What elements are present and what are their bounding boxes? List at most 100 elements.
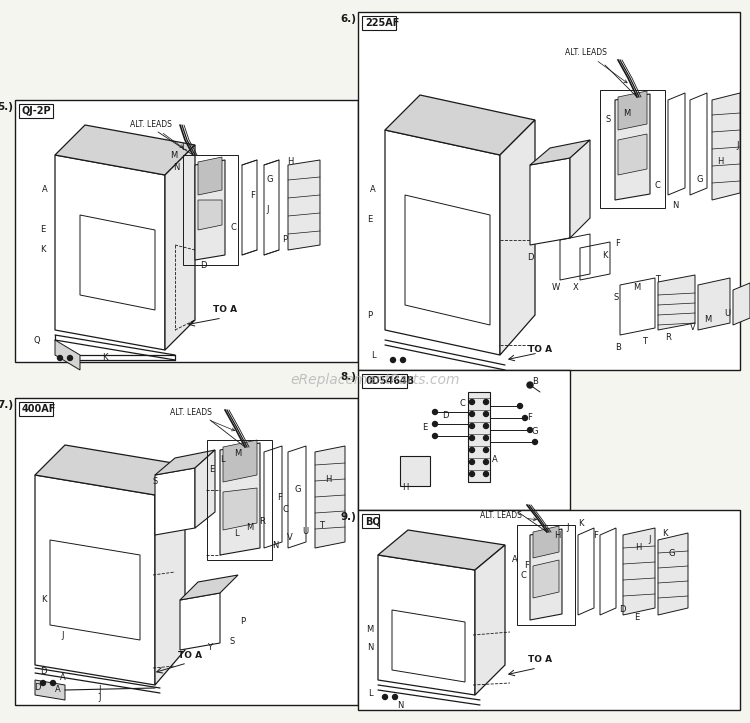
Bar (19, 402, 53, 416)
Circle shape (523, 416, 527, 421)
Text: P: P (283, 236, 287, 244)
Text: G: G (669, 549, 675, 557)
Text: U: U (302, 528, 308, 536)
Text: S: S (605, 116, 610, 124)
Polygon shape (35, 680, 65, 700)
Text: TO A: TO A (213, 306, 237, 315)
Text: K: K (602, 250, 608, 260)
Polygon shape (50, 540, 140, 640)
Text: A: A (56, 685, 61, 695)
Circle shape (484, 435, 488, 440)
Text: G: G (532, 427, 538, 437)
Text: M: M (234, 448, 242, 458)
Polygon shape (533, 560, 559, 598)
Polygon shape (475, 545, 505, 695)
Polygon shape (712, 93, 740, 200)
Text: F: F (527, 414, 532, 422)
Bar (362, 374, 407, 388)
Circle shape (405, 461, 425, 481)
Text: M: M (704, 315, 712, 325)
Text: K: K (578, 518, 584, 528)
Polygon shape (55, 340, 80, 370)
Bar (517, 525, 575, 625)
Circle shape (470, 471, 475, 476)
Text: X: X (573, 283, 579, 293)
Text: TO A: TO A (528, 656, 552, 664)
Text: J: J (736, 140, 740, 150)
Text: N: N (172, 163, 179, 173)
Polygon shape (618, 91, 647, 130)
Text: C: C (282, 505, 288, 515)
Circle shape (392, 695, 398, 699)
Text: U: U (724, 309, 730, 317)
Text: R: R (665, 333, 671, 341)
Text: H: H (325, 476, 332, 484)
Polygon shape (533, 526, 559, 558)
Bar (400, 456, 430, 486)
Circle shape (484, 411, 488, 416)
Text: 6.): 6.) (340, 14, 356, 24)
Text: B: B (532, 377, 538, 387)
Text: D: D (619, 605, 626, 615)
Circle shape (433, 422, 437, 427)
Text: K: K (662, 529, 668, 537)
Text: 5.): 5.) (0, 102, 13, 112)
Text: TO A: TO A (528, 346, 552, 354)
Polygon shape (198, 157, 222, 195)
Text: eReplacementParts.com: eReplacementParts.com (290, 373, 460, 387)
Text: ALT. LEADS: ALT. LEADS (130, 120, 183, 148)
Circle shape (40, 680, 46, 685)
Polygon shape (180, 593, 220, 650)
Circle shape (410, 466, 420, 476)
Text: R: R (259, 518, 265, 526)
Circle shape (400, 357, 406, 362)
Text: E: E (209, 466, 214, 474)
Polygon shape (195, 450, 215, 528)
Polygon shape (618, 134, 647, 175)
Text: S: S (614, 294, 619, 302)
Circle shape (484, 448, 488, 453)
Bar (600, 90, 665, 208)
Polygon shape (623, 528, 655, 615)
Text: T: T (320, 521, 325, 531)
Polygon shape (658, 533, 688, 615)
Text: A: A (512, 555, 517, 565)
Text: D: D (442, 411, 448, 421)
Text: G: G (267, 176, 273, 184)
Text: L: L (234, 529, 238, 537)
Circle shape (484, 460, 488, 464)
Bar (207, 440, 272, 560)
Polygon shape (378, 555, 475, 695)
Text: N: N (672, 200, 678, 210)
Text: Q: Q (34, 335, 40, 344)
Text: ALT. LEADS: ALT. LEADS (565, 48, 627, 83)
Polygon shape (80, 215, 155, 310)
Text: A: A (370, 186, 376, 194)
Text: W: W (552, 283, 560, 293)
Text: S: S (152, 477, 157, 487)
Text: QJ-2P: QJ-2P (22, 106, 52, 116)
Text: B: B (615, 343, 621, 353)
Text: Y: Y (208, 643, 212, 652)
Text: G: G (295, 486, 302, 495)
Text: F: F (593, 531, 598, 539)
Text: H: H (402, 484, 408, 492)
Text: S: S (230, 636, 235, 646)
Polygon shape (35, 475, 155, 685)
Text: L: L (368, 688, 372, 698)
Circle shape (391, 357, 395, 362)
Text: J: J (62, 631, 64, 641)
Polygon shape (615, 94, 650, 200)
Polygon shape (315, 446, 345, 548)
Text: C: C (520, 570, 526, 580)
Text: A: A (492, 455, 498, 464)
Text: M: M (170, 152, 178, 161)
Polygon shape (165, 145, 195, 350)
Circle shape (484, 400, 488, 404)
Text: L: L (181, 143, 185, 153)
Polygon shape (155, 450, 215, 475)
Polygon shape (55, 125, 195, 175)
Polygon shape (385, 95, 535, 155)
Polygon shape (223, 488, 257, 530)
Text: C: C (230, 223, 236, 231)
